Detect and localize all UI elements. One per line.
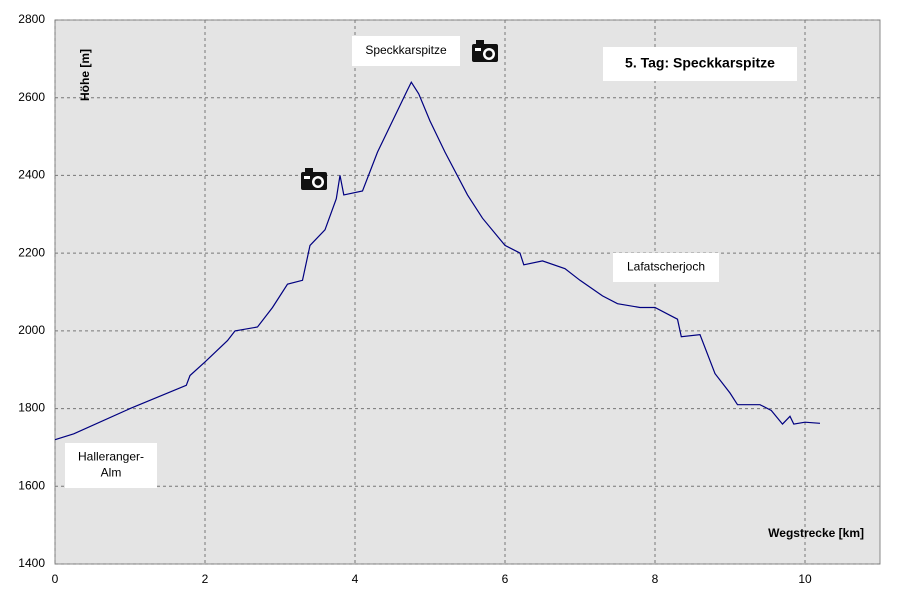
- x-tick-label: 0: [52, 572, 59, 586]
- annotation: Speckkarspitze: [365, 43, 447, 57]
- x-tick-label: 4: [352, 572, 359, 586]
- annotation: Lafatscherjoch: [627, 260, 705, 274]
- chart-title: 5. Tag: Speckkarspitze: [625, 55, 775, 71]
- title-box: [603, 47, 797, 81]
- y-tick-label: 2400: [18, 168, 45, 182]
- y-tick-label: 2000: [18, 323, 45, 337]
- annotation-box: [65, 443, 157, 488]
- grid: [54, 19, 880, 565]
- annotation-box: [352, 36, 460, 66]
- camera-icon: [301, 168, 327, 190]
- y-tick-label: 1400: [18, 556, 45, 570]
- line: [54, 80, 821, 441]
- camera-icon: [472, 40, 498, 62]
- annotation-box: [613, 253, 719, 282]
- x-tick-label: 2: [202, 572, 209, 586]
- y-tick-label: 2600: [18, 90, 45, 104]
- x-tick-label: 6: [502, 572, 509, 586]
- y-tick-label: 2800: [18, 12, 45, 26]
- annotation: Halleranger-: [78, 450, 144, 464]
- x-axis-label: Wegstrecke [km]: [768, 526, 864, 540]
- x-tick-label: 10: [798, 572, 812, 586]
- plot-area: [54, 19, 881, 565]
- y-tick-label: 1800: [18, 401, 45, 415]
- y-tick-label: 2200: [18, 245, 45, 259]
- annotation: Alm: [101, 466, 122, 480]
- x-tick-label: 8: [652, 572, 659, 586]
- y-tick-label: 1600: [18, 478, 45, 492]
- y-axis-label: Höhe [m]: [78, 49, 92, 101]
